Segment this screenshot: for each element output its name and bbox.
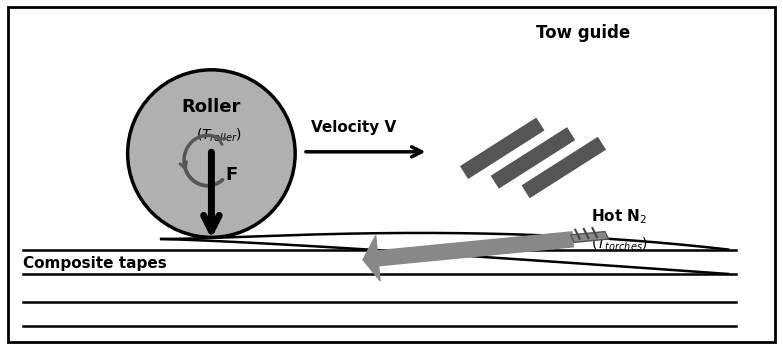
Text: Composite tapes: Composite tapes — [23, 256, 168, 271]
Text: Tow guide: Tow guide — [536, 24, 630, 43]
Text: F: F — [226, 165, 238, 184]
Text: $(T_{torches})$: $(T_{torches})$ — [591, 236, 648, 253]
Text: Velocity V: Velocity V — [311, 120, 396, 135]
Text: $(T_{roller})$: $(T_{roller})$ — [197, 126, 242, 144]
Text: Roller: Roller — [182, 98, 241, 117]
Ellipse shape — [128, 70, 295, 237]
Text: Hot N$_2$: Hot N$_2$ — [591, 207, 648, 226]
Polygon shape — [571, 231, 608, 243]
